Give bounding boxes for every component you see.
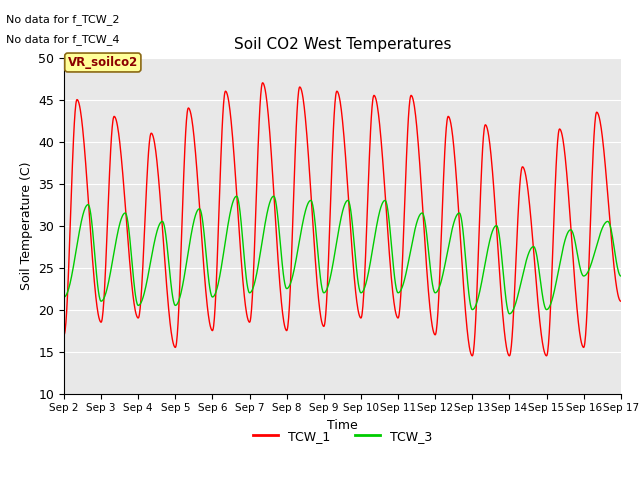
TCW_1 — [540, 346, 547, 351]
TCW_3 — [506, 311, 513, 317]
Line: TCW_3: TCW_3 — [64, 196, 621, 314]
TCW_3 — [617, 273, 625, 279]
TCW_1 — [259, 80, 266, 85]
TCW_3 — [126, 236, 134, 241]
TCW_1 — [60, 332, 68, 338]
TCW_3 — [60, 294, 68, 300]
TCW_1 — [332, 90, 340, 96]
TCW_3 — [493, 223, 500, 228]
TCW_1 — [579, 342, 586, 348]
Text: No data for f_TCW_4: No data for f_TCW_4 — [6, 34, 120, 45]
TCW_1 — [493, 232, 501, 238]
TCW_3 — [233, 193, 241, 199]
Line: TCW_1: TCW_1 — [64, 83, 621, 356]
TCW_3 — [497, 251, 505, 257]
TCW_1 — [498, 301, 506, 307]
X-axis label: Time: Time — [327, 419, 358, 432]
Y-axis label: Soil Temperature (C): Soil Temperature (C) — [20, 161, 33, 290]
TCW_1 — [617, 298, 625, 304]
Title: Soil CO2 West Temperatures: Soil CO2 West Temperatures — [234, 37, 451, 52]
Legend: TCW_1, TCW_3: TCW_1, TCW_3 — [248, 425, 437, 448]
Text: No data for f_TCW_2: No data for f_TCW_2 — [6, 14, 120, 25]
Text: VR_soilco2: VR_soilco2 — [68, 56, 138, 69]
TCW_3 — [540, 299, 547, 304]
TCW_3 — [579, 272, 586, 277]
TCW_1 — [468, 353, 476, 359]
TCW_3 — [332, 244, 340, 250]
TCW_1 — [126, 262, 134, 267]
